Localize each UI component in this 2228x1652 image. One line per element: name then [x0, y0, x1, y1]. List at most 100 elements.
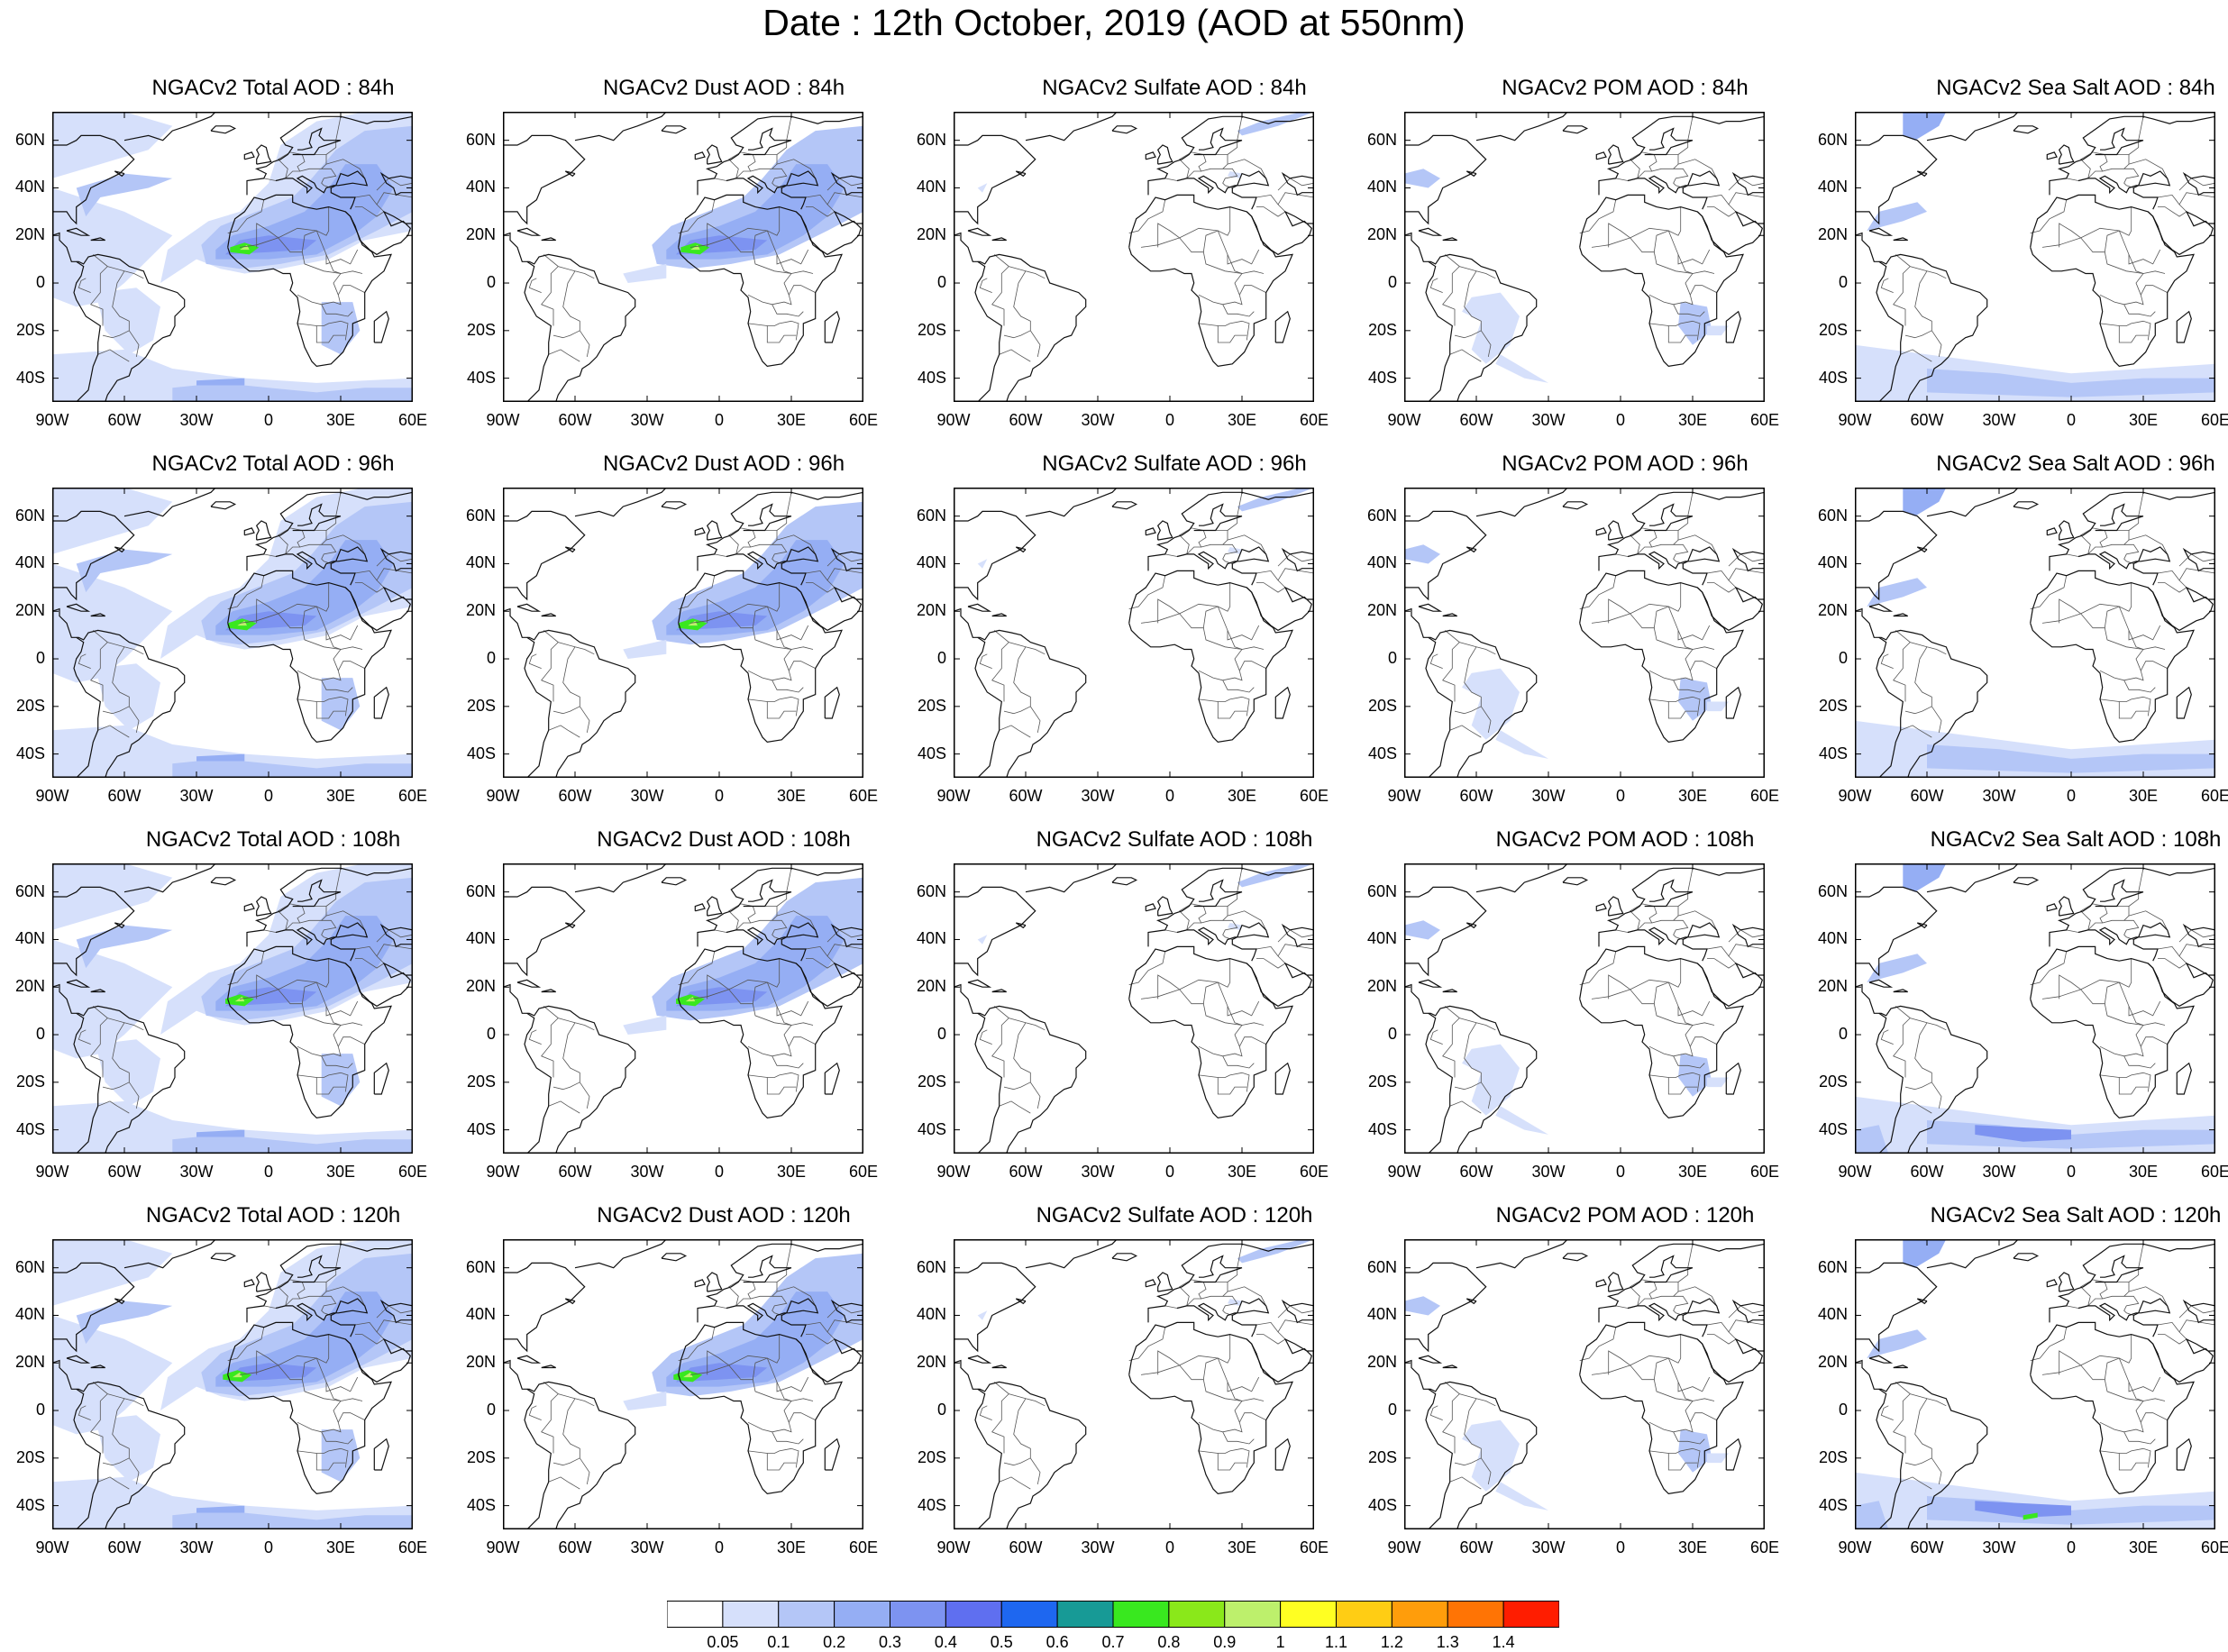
- country-border: [776, 159, 817, 179]
- lon-label: 0: [1615, 411, 1625, 429]
- country-border: [376, 1305, 413, 1319]
- lon-label: 30E: [325, 1163, 356, 1181]
- map-frame: [1404, 863, 1765, 1154]
- coastline: [210, 877, 237, 886]
- lat-label: 40N: [1817, 178, 1848, 196]
- lon-label: 30E: [1227, 411, 1257, 429]
- lon-label: 30W: [630, 411, 664, 429]
- country-border: [2102, 1282, 2130, 1300]
- lat-label: 40N: [14, 929, 45, 948]
- country-border: [2128, 159, 2169, 179]
- country-border: [90, 1018, 108, 1078]
- country-border: [1667, 1077, 1698, 1095]
- colorbar-swatch: [834, 1601, 891, 1628]
- country-border: [227, 575, 265, 609]
- aod-shading: [977, 1310, 988, 1320]
- aod-shading: [52, 1239, 173, 1306]
- lat-label: 0: [486, 1401, 496, 1419]
- country-border: [297, 285, 365, 306]
- lon-label: 90W: [936, 1538, 971, 1556]
- coastline: [1274, 310, 1291, 343]
- coastline: [66, 227, 91, 236]
- lat-label: 0: [1838, 1401, 1848, 1419]
- lat-label: 40N: [14, 553, 45, 572]
- lon-label: 60W: [1459, 1163, 1493, 1181]
- country-border: [1895, 630, 1947, 655]
- lon-label: 30E: [325, 787, 356, 805]
- country-border: [376, 192, 413, 205]
- country-border: [90, 266, 108, 326]
- lat-label: 20S: [15, 1447, 45, 1466]
- coastline: [1176, 546, 1270, 586]
- aod-shading: [1903, 112, 1947, 141]
- lat-label: 40S: [1818, 1119, 1848, 1138]
- country-border: [999, 1100, 1031, 1114]
- country-border: [2104, 1357, 2161, 1392]
- lon-label: 30W: [1982, 787, 2016, 805]
- panel-title: NGACv2 Dust AOD : 108h: [597, 827, 851, 852]
- lat-label: 40S: [917, 744, 946, 762]
- country-border: [2102, 530, 2130, 548]
- lon-label: 30E: [2128, 1538, 2159, 1556]
- map-panel-seasalt-108h: NGACv2 Sea Salt AOD : 108h 60N 40N 20N 0 20S 4…: [1818, 827, 2228, 1191]
- lat-label: 20S: [1367, 320, 1397, 339]
- country-border: [78, 1029, 91, 1045]
- lat-label: 20S: [15, 1072, 45, 1091]
- country-border: [2099, 661, 2168, 681]
- coastline: [743, 879, 792, 908]
- country-border: [2128, 868, 2144, 907]
- country-border: [1227, 630, 1243, 671]
- coastline: [824, 1062, 840, 1095]
- panel-title: NGACv2 Sulfate AOD : 96h: [1042, 452, 1307, 476]
- aod-shading: [96, 1415, 160, 1483]
- coastline: [123, 1239, 216, 1269]
- aod-shading: [321, 678, 361, 731]
- colorbar-swatch: [945, 1601, 1002, 1628]
- coastline: [2182, 1299, 2215, 1324]
- coastline: [974, 1012, 1002, 1154]
- country-border: [826, 192, 863, 205]
- colorbar-swatch: [778, 1601, 836, 1628]
- lon-label: 60E: [848, 787, 879, 805]
- coastline: [1281, 171, 1314, 196]
- lon-label: 90W: [1838, 787, 1872, 805]
- lon-label: 60W: [107, 1538, 142, 1556]
- country-border: [1893, 266, 1911, 326]
- coastline: [114, 1298, 125, 1305]
- coastline: [503, 510, 586, 601]
- coastline: [1644, 503, 1694, 532]
- map-panel-dust-120h: NGACv2 Dust AOD : 120h 60N 40N 20N 0 20S 40S 90…: [466, 1203, 945, 1567]
- coastline: [2176, 1062, 2192, 1095]
- country-border: [528, 1405, 542, 1420]
- country-border: [1673, 543, 1689, 564]
- coastline: [1015, 546, 1027, 553]
- lat-label: 60N: [465, 881, 496, 900]
- coastline: [974, 260, 1002, 402]
- country-border: [1591, 1334, 1682, 1375]
- country-border: [2178, 568, 2215, 581]
- colorbar-swatch: [722, 1601, 780, 1628]
- country-border: [315, 701, 346, 719]
- country-border: [2178, 1319, 2215, 1333]
- country-border: [1003, 706, 1031, 715]
- coastline: [516, 1355, 542, 1364]
- country-border: [1013, 646, 1041, 733]
- lon-label: 60W: [1459, 411, 1493, 429]
- map-panel-pom-108h: NGACv2 POM AOD : 108h 60N 40N 20N 0 20S 40S 90W…: [1367, 827, 1846, 1191]
- coastline: [726, 170, 819, 210]
- country-border: [325, 492, 342, 531]
- country-border: [826, 929, 863, 943]
- country-border: [747, 661, 816, 681]
- coastline: [2049, 867, 2215, 947]
- lat-label: 40S: [466, 744, 496, 762]
- lat-label: 20N: [465, 1353, 496, 1372]
- country-border: [1277, 929, 1314, 943]
- country-border: [1464, 646, 1492, 733]
- country-border: [747, 1036, 816, 1057]
- country-border: [2099, 285, 2168, 306]
- lon-label: 60W: [1009, 411, 1043, 429]
- lon-label: 30W: [1081, 411, 1115, 429]
- country-border: [1895, 254, 1947, 279]
- country-border: [1904, 1082, 1932, 1091]
- country-border: [315, 325, 346, 343]
